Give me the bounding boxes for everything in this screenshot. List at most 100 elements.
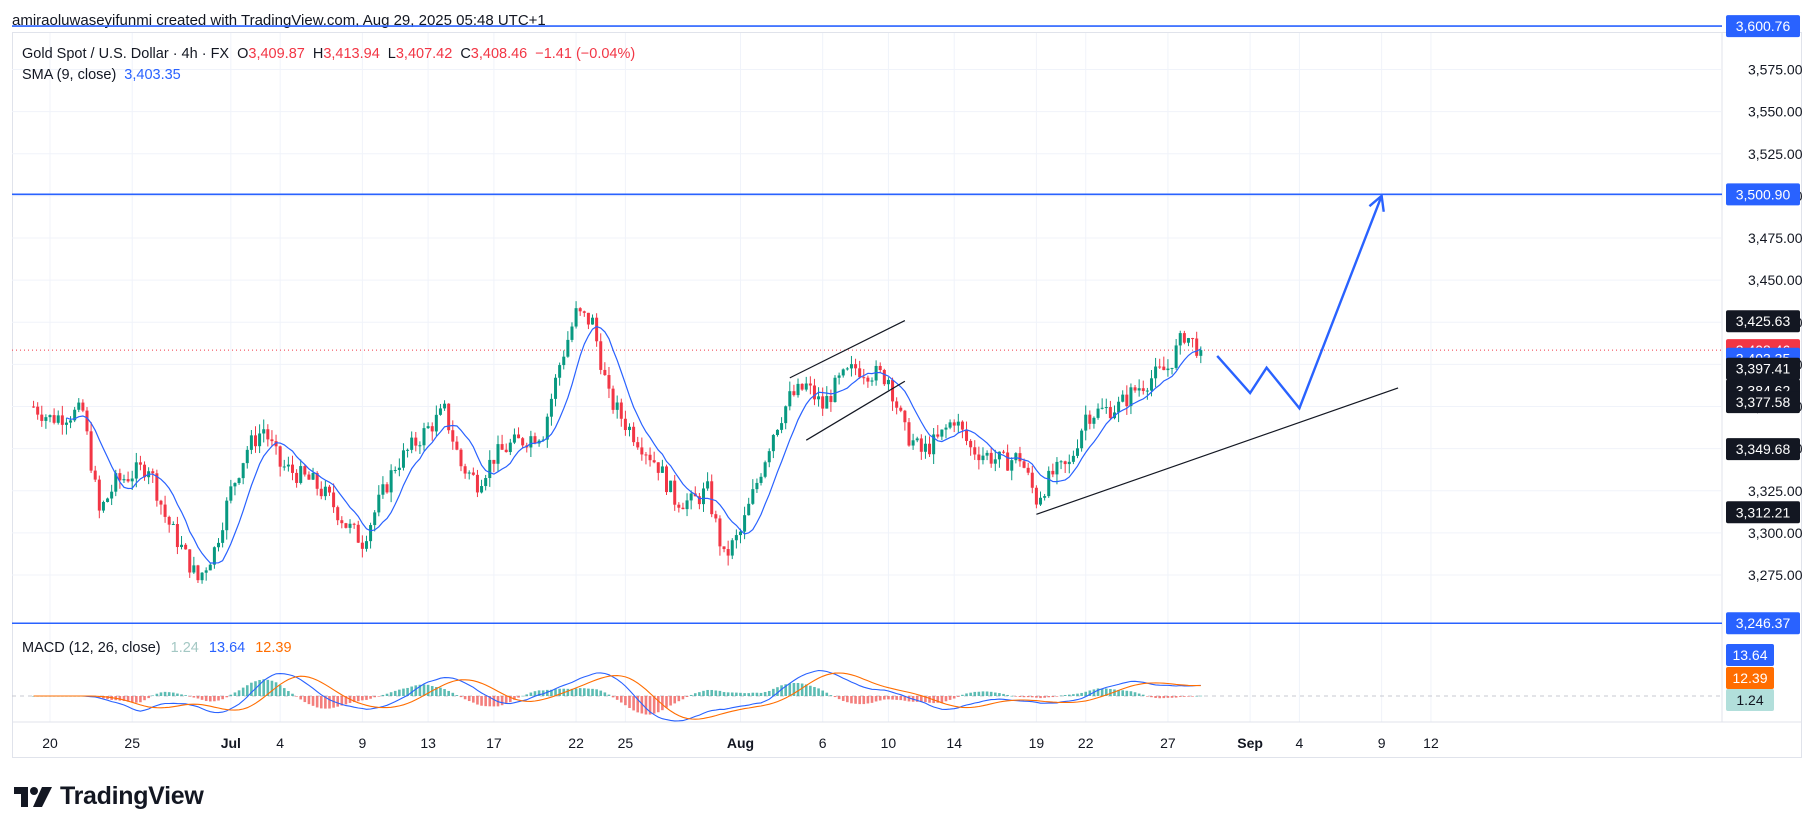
candle-body — [1191, 338, 1195, 340]
macd-histogram-bar — [504, 696, 508, 704]
candle-body — [286, 464, 290, 467]
macd-histogram-bar — [1084, 691, 1088, 696]
macd-histogram-bar — [1109, 688, 1112, 696]
macd-histogram-bar — [340, 696, 344, 706]
symbol-title[interactable]: Gold Spot / U.S. Dollar · 4h · FX — [22, 46, 230, 62]
macd-histogram-bar — [1121, 690, 1125, 696]
macd-histogram-bar — [319, 696, 323, 709]
candle-body — [632, 426, 636, 443]
macd-histogram-bar — [759, 692, 763, 696]
time-tick-label: 25 — [618, 735, 634, 751]
candle-body — [208, 564, 212, 571]
macd-histogram-bar — [270, 680, 274, 696]
macd-histogram-bar — [669, 696, 672, 706]
macd-histogram-bar — [804, 684, 808, 696]
macd-histogram-bar — [541, 690, 545, 696]
candle-body — [262, 429, 266, 434]
macd-histogram-bar — [377, 696, 381, 697]
candle-body — [64, 422, 68, 425]
candle-body — [973, 447, 977, 455]
price-tick-label: 3,550.00 — [1748, 104, 1803, 120]
macd-histogram-bar — [291, 693, 294, 696]
candle-body — [1092, 417, 1096, 424]
candle-body — [578, 308, 582, 312]
macd-histogram-bar — [706, 689, 709, 696]
candle-body — [270, 439, 274, 442]
sma-value: 3,403.35 — [124, 67, 181, 83]
candle-body — [1006, 452, 1010, 471]
macd-histogram-bar — [278, 685, 282, 696]
candle-body — [586, 312, 590, 325]
candle-body — [56, 415, 60, 423]
macd-histogram-value: 1.24 — [170, 640, 199, 656]
open-value: 3,409.87 — [248, 46, 305, 62]
candle-body — [348, 523, 352, 528]
candle-body — [911, 440, 915, 446]
open-label: O — [237, 46, 249, 62]
macd-histogram-bar — [846, 696, 849, 703]
candle-body — [554, 377, 558, 399]
candle-body — [989, 452, 993, 464]
price-badge — [1726, 501, 1800, 524]
macd-label[interactable]: MACD (12, 26, close) — [22, 640, 161, 656]
candle-body — [751, 489, 755, 504]
candle-body — [607, 375, 611, 389]
candle-body — [1026, 467, 1030, 473]
macd-histogram-bar — [735, 692, 738, 696]
macd-histogram-bar — [143, 696, 146, 701]
candle-body — [44, 417, 48, 421]
macd-histogram-bar — [940, 696, 944, 703]
price-tick-label: 3,300.00 — [1748, 525, 1803, 541]
candle-body — [1154, 366, 1158, 379]
candle-body — [196, 565, 200, 581]
macd-histogram-bar — [739, 692, 742, 696]
macd-histogram-bar — [1010, 695, 1014, 697]
macd-histogram-bar — [628, 696, 631, 708]
candle-body — [767, 451, 771, 463]
candle-body — [710, 481, 714, 515]
macd-histogram-bar — [237, 690, 241, 696]
candle-body — [878, 365, 882, 370]
candle-body — [307, 474, 311, 480]
candle-body — [854, 364, 858, 369]
candle-body — [907, 422, 911, 446]
macd-histogram-bar — [1199, 695, 1203, 697]
macd-histogram-bar — [118, 696, 122, 701]
macd-histogram-bar — [874, 696, 878, 702]
candle-body — [1117, 401, 1121, 413]
time-tick-label: Sep — [1237, 735, 1263, 751]
macd-histogram-bar — [858, 696, 861, 705]
macd-histogram-bar — [1100, 688, 1104, 696]
candle-body — [628, 426, 632, 431]
time-tick-label: 22 — [1078, 735, 1094, 751]
macd-histogram-bar — [698, 692, 701, 696]
macd-histogram-bar — [406, 687, 409, 696]
macd-histogram-bar — [1191, 696, 1194, 697]
candle-body — [81, 402, 85, 411]
macd-histogram-bar — [587, 688, 590, 696]
candle-body — [512, 434, 516, 443]
candle-body — [114, 473, 118, 492]
macd-histogram-bar — [948, 696, 952, 700]
price-badge — [1726, 391, 1800, 414]
low-label: L — [387, 46, 396, 62]
candle-body — [401, 450, 405, 468]
sma-label[interactable]: SMA (9, close) — [22, 67, 117, 83]
macd-histogram-bar — [1150, 696, 1153, 698]
candle-body — [1186, 338, 1190, 343]
candle-body — [360, 542, 364, 549]
candle-body — [134, 462, 138, 479]
macd-histogram-bar — [1129, 691, 1133, 696]
drawings — [66, 193, 1399, 564]
candle-body — [1178, 333, 1182, 346]
candle-body — [903, 410, 907, 423]
macd-histogram-bar — [439, 687, 442, 696]
candle-body — [829, 396, 833, 403]
candle-body — [180, 544, 184, 548]
macd-histogram-bar — [126, 696, 130, 702]
macd-histogram-bar — [196, 696, 200, 699]
candle-body — [681, 507, 685, 510]
sma-line — [66, 325, 1202, 564]
candle-body — [217, 542, 221, 548]
